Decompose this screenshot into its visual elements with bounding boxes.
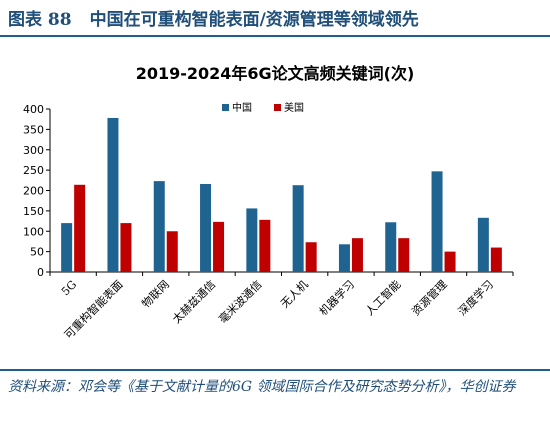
bar-usa	[305, 242, 317, 272]
y-tick-label: 300	[23, 144, 44, 157]
x-tick-label: 无人机	[278, 277, 311, 310]
bar-usa	[259, 219, 271, 272]
x-tick-label: 资源管理	[409, 277, 450, 318]
y-tick-label: 400	[23, 103, 44, 116]
bar-china	[246, 208, 258, 272]
bar-china	[153, 181, 165, 272]
y-tick-label: 0	[37, 266, 44, 279]
bar-usa	[74, 184, 86, 272]
x-tick-label: 5G	[59, 278, 79, 298]
bar-usa	[351, 238, 363, 272]
bar-chart: 2019-2024年6G论文高频关键词(次) 中国 美国 0 50 100 150 200…	[23, 64, 514, 342]
chart-title: 2019-2024年6G论文高频关键词(次)	[136, 64, 415, 83]
figure-caption: 中国在可重构智能表面/资源管理等领域领先	[89, 10, 419, 30]
bar-usa	[444, 251, 456, 272]
legend-swatch	[274, 104, 281, 111]
legend-label: 中国	[232, 101, 252, 114]
bar-usa	[398, 238, 410, 272]
bar-usa	[120, 223, 132, 272]
bar-china	[292, 185, 304, 272]
y-tick-label: 200	[23, 185, 44, 198]
bar-usa	[166, 231, 178, 272]
x-tick-label: 毫米波通信	[216, 277, 265, 326]
bar-china	[200, 183, 212, 272]
y-tick-label: 100	[23, 225, 44, 238]
bar-china	[431, 171, 443, 272]
y-tick-label: 350	[23, 123, 44, 136]
title-rule	[0, 35, 550, 37]
x-tick-label: 深度学习	[455, 277, 496, 318]
bar-china	[107, 117, 119, 272]
bar-usa	[213, 221, 225, 272]
source-rule	[0, 369, 550, 371]
bar-china	[61, 223, 73, 272]
bar-usa	[490, 247, 502, 272]
x-tick-label: 物联网	[139, 277, 172, 310]
x-tick-label: 人工智能	[362, 277, 403, 318]
legend-label: 美国	[284, 101, 304, 114]
legend: 中国 美国	[222, 101, 304, 114]
bar-china	[385, 222, 397, 272]
x-tick-label: 太赫兹通信	[170, 278, 218, 326]
y-tick-label: 150	[23, 205, 44, 218]
source-note: 资料来源：邓会等《基于文献计量的6G 领域国际合作及研究态势分析》，华创证券	[8, 379, 516, 395]
y-tick-label: 50	[30, 246, 44, 259]
y-tick-label: 250	[23, 164, 44, 177]
figure-label: 图表 88	[8, 10, 72, 30]
bar-china	[338, 244, 350, 272]
legend-swatch	[222, 104, 229, 111]
bar-china	[477, 217, 489, 272]
figure-title: 图表 88 中国在可重构智能表面/资源管理等领域领先	[8, 5, 542, 31]
x-tick-label: 机器学习	[316, 277, 357, 318]
